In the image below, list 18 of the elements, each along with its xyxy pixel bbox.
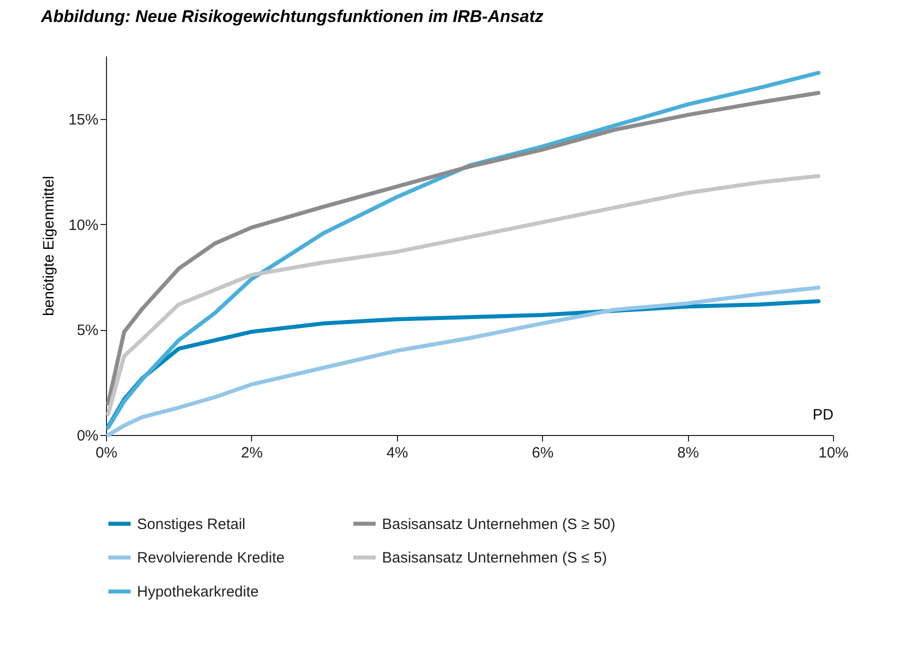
- legend-label: Basisansatz Unternehmen (S ≤ 5): [382, 550, 608, 566]
- legend-label: Hypothekarkredite: [137, 584, 259, 600]
- x-tick-label: 2%: [241, 444, 263, 462]
- y-tick-label: 0%: [76, 428, 98, 444]
- y-tick-label: 10%: [68, 216, 98, 234]
- legend-label: Basisansatz Unternehmen (S ≥ 50): [382, 516, 616, 533]
- x-axis-title: PD: [812, 406, 834, 424]
- x-tick-label: 8%: [677, 444, 699, 462]
- y-tick-label: 15%: [68, 112, 98, 129]
- y-tick-label: 5%: [76, 322, 98, 340]
- chart-title: Abbildung: Neue Risikogewichtungsfunktionen im IRB-Ansatz: [40, 7, 544, 26]
- x-tick-label: 6%: [532, 444, 554, 462]
- legend-label: Sonstiges Retail: [137, 516, 246, 533]
- y-axis-title: benötigte Eigenmittel: [40, 176, 58, 316]
- x-tick-label: 4%: [386, 444, 408, 462]
- legend-label: Revolvierende Kredite: [137, 550, 285, 566]
- x-tick-label: 10%: [818, 444, 849, 462]
- x-tick-label: 0%: [96, 444, 118, 462]
